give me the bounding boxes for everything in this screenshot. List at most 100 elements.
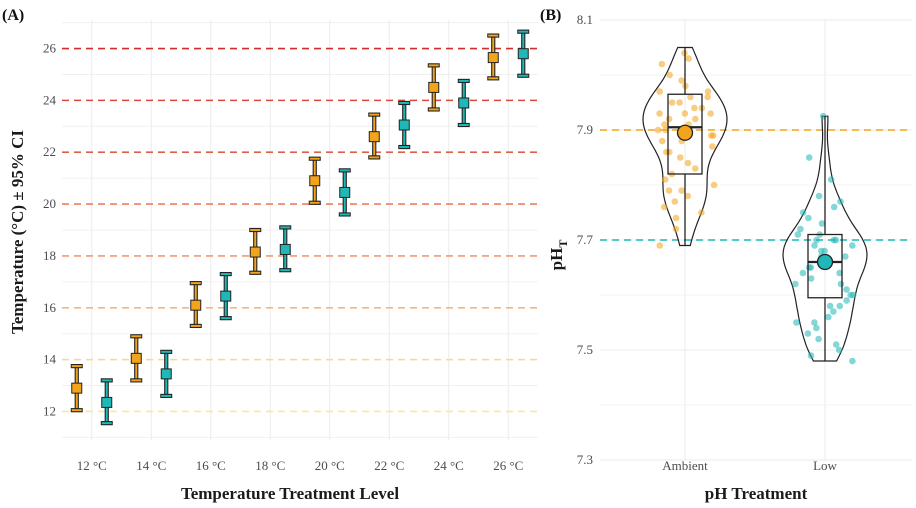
panel-a-errorbar	[160, 349, 173, 399]
panel-b-data-point	[799, 209, 807, 216]
panel-b-y-tick-label: 7.9	[577, 122, 593, 137]
panel-b-data-point	[704, 93, 711, 101]
panel-b-data-point	[658, 137, 666, 145]
panel-b-data-point	[837, 198, 844, 205]
panel-b-data-point	[826, 302, 834, 310]
panel-b-y-axis-title: pHT	[547, 240, 570, 271]
panel-a-errorbar	[189, 281, 202, 329]
panel-b-data-point	[849, 357, 856, 365]
panel-a-mean-point	[309, 175, 321, 187]
panel-a-y-ticks: 12 14 16 18 20 22 24 26	[43, 41, 57, 419]
panel-b-data-point	[799, 269, 807, 277]
panel-b-data-point	[818, 220, 826, 227]
panel-a-x-tick-label: 20 °C	[315, 458, 345, 473]
panel-b-data-point	[665, 187, 673, 194]
panel-b-data-point	[821, 247, 828, 255]
panel-b-data-point	[709, 143, 716, 150]
panel-a-x-tick-label: 26 °C	[493, 458, 523, 473]
panel-a-mean-point	[130, 352, 142, 364]
panel-a-x-tick-label: 12 °C	[77, 458, 107, 473]
panel-b-data-point	[811, 319, 818, 326]
panel-a-errorbar	[70, 364, 83, 413]
panel-a-errorbar	[427, 63, 440, 112]
panel-a-y-tick-label: 14	[43, 352, 57, 367]
panel-b-data-point	[692, 165, 699, 172]
panel-b-data-point	[825, 313, 832, 321]
panel-b-data-point	[830, 236, 838, 244]
panel-b-mean-point	[676, 124, 694, 141]
panel-b-data-point	[704, 88, 712, 95]
panel-b-data-point	[710, 181, 718, 189]
panel-b-data-point	[692, 115, 699, 123]
panel-b-data-point	[813, 324, 820, 332]
panel-b-data-point	[804, 330, 812, 337]
panel-b-data-point	[805, 154, 813, 161]
panel-b-data-point	[805, 214, 812, 222]
panel-b-data-point	[672, 225, 680, 233]
panel-b-data-point	[843, 286, 850, 293]
panel-b-data-point	[656, 88, 663, 95]
panel-a-mean-point	[517, 48, 529, 60]
panel-b-data-point	[676, 99, 683, 106]
panel-a-x-axis-title: Temperature Treatment Level	[181, 484, 399, 503]
panel-a-errorbar	[368, 112, 381, 160]
panel-b-y-tick-label: 8.1	[577, 12, 593, 27]
panel-b-data-point	[832, 341, 840, 348]
panel-b-y-axis-title-main: pH	[547, 248, 566, 271]
panel-a-mean-point	[339, 186, 351, 198]
panel-a-errorbar	[487, 33, 500, 81]
panel-b-target-lines	[600, 129, 912, 241]
panel-b-data-point	[847, 291, 854, 299]
panel-a-mean-point	[458, 97, 470, 109]
panel-b-data-point	[843, 297, 850, 304]
panel-b-data-point	[685, 55, 692, 62]
panel-b-data-point	[662, 126, 669, 134]
panel-b-data-point	[807, 352, 815, 359]
panel-b-box	[667, 93, 703, 175]
panel-a-mean-point	[428, 81, 440, 93]
panel-b-data-point	[658, 60, 666, 68]
panel-a-x-tick-label: 18 °C	[255, 458, 285, 473]
panel-b-data-point	[793, 319, 800, 326]
panel-b-data-point	[835, 346, 843, 354]
panel-b-group-ambient	[642, 46, 728, 249]
panel-a-mean-point	[368, 131, 380, 143]
panel-a-y-axis-title: Temperature (°C) ± 95% CI	[8, 130, 27, 334]
panel-a-mean-point	[249, 246, 261, 258]
panel-a-errorbar	[249, 227, 262, 275]
panel-b-data-point	[830, 308, 837, 315]
panel-a-y-tick-label: 16	[43, 300, 57, 315]
panel-b-data-point	[827, 176, 835, 183]
panel-b-data-point	[815, 335, 822, 343]
panel-b-data-point	[668, 99, 676, 106]
panel-b-y-axis-title-sub: T	[556, 240, 570, 248]
panel-b-mean-point	[816, 253, 834, 271]
panel-b-data-point	[792, 280, 799, 288]
panel-b-y-tick-label: 7.7	[577, 232, 594, 247]
panel-b-y-tick-label: 7.3	[577, 452, 593, 467]
panel-b-x-ticks: Ambient Low	[662, 458, 837, 473]
panel-a-y-tick-label: 22	[43, 144, 56, 159]
panel-b-data-point	[849, 242, 856, 249]
panel-b-y-ticks: 7.3 7.5 7.7 7.9 8.1	[577, 12, 594, 467]
panel-a-mean-point	[220, 290, 232, 302]
panel-b-data-point	[676, 154, 684, 161]
panel-b-data-point	[666, 71, 673, 79]
panel-b-data-point	[684, 159, 692, 167]
panel-a-x-ticks: 12 °C 14 °C 16 °C 18 °C 20 °C 22 °C 24 °C 26 °C	[77, 458, 524, 473]
panel-b-data-point	[656, 242, 664, 249]
panel-b-data-point	[681, 110, 689, 117]
panel-b-data-point	[807, 275, 815, 282]
panel-b-data-point	[815, 192, 823, 200]
panel-b-x-tick-label: Ambient	[662, 458, 708, 473]
panel-b-data-point	[709, 132, 717, 139]
panel-b-data-point	[672, 214, 680, 222]
panel-b-data-point	[707, 110, 714, 117]
panel-b-data-point	[665, 115, 673, 123]
panel-b-x-axis-title: pH Treatment	[705, 484, 808, 503]
panel-a-errorbar	[308, 156, 321, 205]
panel-b-data-point	[684, 192, 692, 200]
panel-a-y-tick-label: 20	[43, 196, 56, 211]
panel-b-data-point	[654, 126, 662, 134]
